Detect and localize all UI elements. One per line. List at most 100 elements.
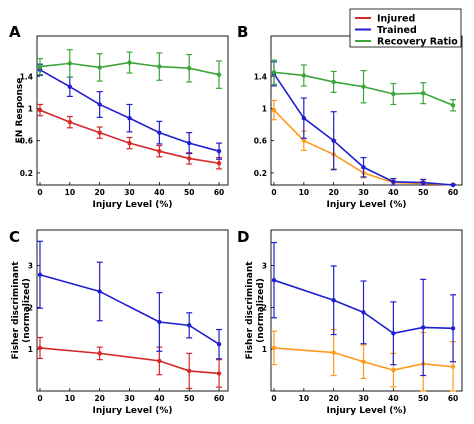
data-point — [157, 130, 162, 135]
series-recovery-ratio — [270, 59, 457, 112]
data-point — [391, 179, 396, 184]
data-point — [216, 161, 222, 166]
data-point — [37, 345, 43, 351]
x-tick-label: 0 — [37, 188, 42, 197]
y-tick-label: 0.6 — [20, 137, 33, 146]
x-axis-label: Injury Level (%) — [327, 200, 407, 210]
data-point — [361, 359, 366, 364]
x-tick-label: 50 — [418, 188, 428, 197]
data-point — [391, 91, 396, 97]
x-tick-label: 10 — [299, 394, 309, 403]
x-tick-label: 10 — [65, 394, 75, 403]
data-point — [421, 90, 426, 96]
data-point — [67, 119, 73, 125]
data-point — [301, 73, 307, 78]
data-point — [187, 156, 192, 161]
series-injured — [36, 336, 223, 390]
data-point — [97, 65, 102, 70]
y-tick-label: 0.2 — [254, 169, 267, 178]
y-tick-label: 0.6 — [254, 137, 267, 146]
x-tick-label: 30 — [124, 394, 134, 403]
y-tick-label: 1 — [28, 345, 33, 354]
axes-frame — [36, 35, 229, 186]
x-tick-label: 50 — [418, 394, 428, 403]
y-tick-label: 1 — [262, 104, 267, 113]
data-point — [450, 364, 456, 369]
data-point — [301, 115, 307, 121]
data-point — [37, 107, 43, 113]
y-tick-label: 3 — [262, 262, 267, 271]
panel-a: A 0 10 20 30 40 50 60 0.2 0.6 1 1.4 Injury Level (%)… — [9, 23, 229, 210]
x-tick-label: 40 — [388, 188, 398, 197]
x-tick-label: 60 — [448, 394, 458, 403]
data-point — [421, 325, 426, 330]
data-point — [127, 140, 132, 146]
panel-letter: B — [237, 23, 248, 41]
x-tick-label: 20 — [328, 394, 338, 403]
panel-d: D 0 10 20 30 40 50 60 1 2 3 Injury Level (%) Fisher … — [237, 228, 463, 416]
y-tick-label: 2 — [28, 303, 33, 312]
x-axis-label: Injury Level (%) — [93, 406, 173, 416]
data-point — [331, 138, 336, 143]
y-axis-label: Fisher discriminant — [11, 261, 21, 360]
data-point — [187, 323, 192, 328]
axes-frame — [270, 35, 463, 186]
x-tick-label: 20 — [328, 188, 338, 197]
data-point — [216, 72, 222, 77]
y-tick-label: 1.4 — [20, 72, 33, 81]
y-axis-label: Fisher discriminant — [245, 261, 255, 360]
series-line — [273, 279, 454, 335]
series-trained — [36, 240, 223, 360]
data-point — [187, 140, 192, 146]
data-point — [97, 289, 102, 294]
legend-label: Recovery Ratio — [377, 37, 458, 48]
y-tick-label: 1.4 — [254, 72, 267, 81]
series-line — [273, 347, 454, 371]
x-axis-label: Injury Level (%) — [327, 406, 407, 416]
data-point — [37, 272, 43, 277]
x-tick-label: 40 — [154, 188, 164, 197]
data-point — [67, 61, 73, 66]
data-point — [361, 310, 366, 315]
panel-c: C 0 10 20 30 40 50 60 1 2 3 Injury Level (%) Fisher … — [9, 228, 229, 416]
y-axis-label-line2: (normalized) — [256, 278, 266, 343]
data-point — [216, 341, 222, 347]
axes-frame — [36, 229, 229, 392]
x-tick-label: 20 — [94, 188, 104, 197]
data-point — [361, 84, 366, 89]
x-tick-label: 20 — [94, 394, 104, 403]
y-tick-label: 1 — [262, 345, 267, 354]
y-axis-label-line2: (normalized) — [22, 278, 32, 343]
data-point — [271, 277, 277, 283]
data-point — [97, 130, 102, 135]
data-point — [331, 350, 336, 355]
y-axis-label: EN Response — [15, 78, 25, 144]
data-point — [157, 319, 162, 325]
data-point — [271, 345, 277, 351]
data-point — [421, 180, 426, 185]
x-tick-label: 0 — [271, 188, 276, 197]
data-point — [450, 103, 456, 108]
data-point — [331, 298, 336, 303]
x-tick-label: 40 — [388, 394, 398, 403]
data-point — [271, 107, 277, 113]
data-point — [216, 148, 222, 154]
panel-letter: A — [9, 23, 21, 41]
legend-label: Trained — [377, 25, 417, 36]
series-injured — [36, 103, 223, 170]
axes-frame — [270, 229, 463, 392]
x-tick-label: 50 — [184, 394, 194, 403]
x-tick-label: 60 — [214, 394, 224, 403]
data-point — [157, 64, 162, 69]
data-point — [187, 368, 192, 374]
series-line — [39, 347, 220, 375]
data-point — [97, 351, 102, 356]
data-point — [361, 165, 366, 170]
x-tick-label: 60 — [448, 188, 458, 197]
x-tick-label: 10 — [65, 188, 75, 197]
data-point — [450, 182, 456, 188]
panel-letter: D — [237, 228, 249, 246]
data-point — [301, 138, 307, 143]
